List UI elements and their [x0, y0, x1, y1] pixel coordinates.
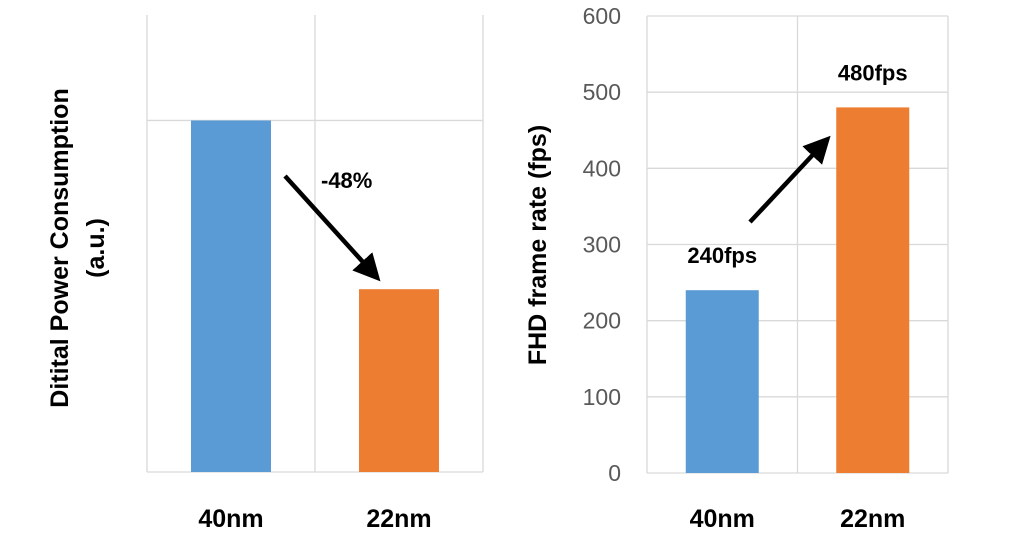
right-y-axis-title: FHD frame rate (fps) [524, 125, 552, 365]
right-data-label: 480fps [838, 60, 908, 85]
left-category-label: 40nm [198, 505, 263, 533]
left-chart: 40nm 22nm Ditital Power Consumption (a.u.… [46, 15, 484, 533]
right-category-labels: 40nm 22nm [690, 505, 906, 533]
right-category-label: 22nm [840, 505, 905, 533]
right-chart: 0 100 200 300 400 500 600 40nm 22nm 240fps 480fp… [524, 3, 949, 533]
right-category-label: 40nm [690, 505, 755, 533]
right-increase-arrow [748, 135, 831, 224]
left-category-labels: 40nm 22nm [198, 505, 431, 533]
right-tick-labels: 0 100 200 300 400 500 600 [583, 3, 621, 486]
left-y-axis-unit: (a.u.) [82, 218, 110, 278]
right-tick-label: 400 [583, 155, 621, 181]
right-tick-label: 0 [608, 460, 621, 486]
right-tick-label: 200 [583, 308, 621, 334]
left-decrease-arrow [283, 174, 381, 282]
right-data-labels: 240fps 480fps [687, 60, 907, 268]
right-tick-label: 100 [583, 384, 621, 410]
right-tick-label: 500 [583, 79, 621, 105]
left-bars [191, 120, 439, 472]
right-tick-label: 300 [583, 232, 621, 258]
left-annotation: -48% [321, 168, 372, 193]
right-bar-40nm [685, 290, 759, 473]
right-bar-22nm [836, 107, 910, 474]
right-bars [685, 107, 910, 474]
left-bar-40nm [191, 120, 271, 472]
left-category-label: 22nm [366, 505, 431, 533]
right-data-label: 240fps [687, 243, 757, 268]
left-y-axis-title: Ditital Power Consumption [46, 88, 74, 407]
left-bar-22nm [359, 289, 439, 472]
right-tick-label: 600 [583, 3, 621, 29]
